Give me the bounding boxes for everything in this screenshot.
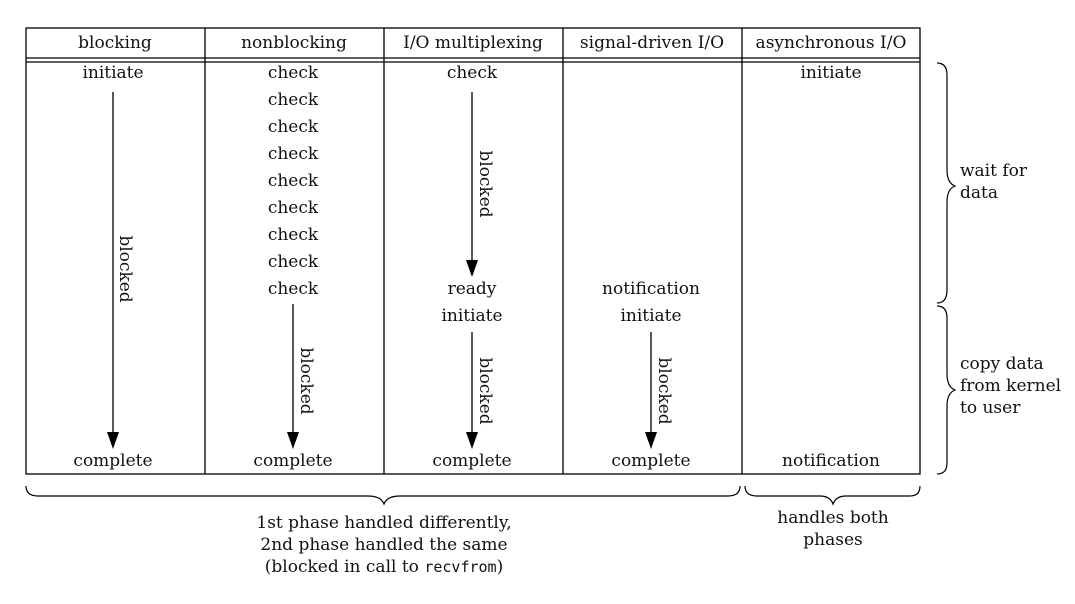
nonblocking-check: check [267, 279, 319, 299]
nonblocking-check: check [267, 198, 319, 218]
footer-caption-left: 1st phase handled differently, 2nd phase… [256, 512, 511, 578]
phase-label-copy-line: to user [960, 398, 1021, 418]
brace-wait [936, 62, 957, 304]
nonblocking-check: check [267, 171, 319, 191]
blocking-blocked-label: blocked [115, 232, 135, 306]
blocking-initiate: initiate [82, 63, 144, 83]
arrow-blocking [107, 92, 119, 449]
signal-notification: notification [602, 279, 700, 299]
nonblocking-check: check [267, 90, 319, 110]
arrow-nonblocking [287, 304, 299, 449]
column-header-multiplexing: I/O multiplexing [403, 33, 543, 53]
async-notification: notification [782, 451, 880, 471]
footer-paren-close: ) [496, 557, 504, 577]
footer-left-line: 2nd phase handled the same [260, 535, 508, 555]
signal-initiate: initiate [620, 306, 682, 326]
blocking-complete: complete [73, 451, 153, 471]
footer-caption-right: handles both phases [777, 507, 888, 551]
footer-paren-open: (blocked in call to [264, 557, 425, 577]
phase-label-copy-line: from kernel [960, 376, 1062, 396]
column-header-nonblocking: nonblocking [241, 33, 347, 53]
signal-complete: complete [611, 451, 691, 471]
multiplexing-check: check [446, 63, 498, 83]
footer-right-line: phases [803, 530, 863, 550]
footer-right-line: handles both [777, 508, 889, 528]
nonblocking-complete: complete [253, 451, 333, 471]
multiplexing-blocked-wait-label: blocked [475, 147, 495, 221]
brace-phase-right [744, 485, 921, 506]
arrow-multiplexing-copy [466, 332, 478, 449]
signal-blocked-label: blocked [654, 354, 674, 428]
column-header-signal-driven: signal-driven I/O [579, 33, 725, 53]
nonblocking-check: check [267, 117, 319, 137]
multiplexing-blocked-copy-label: blocked [475, 354, 495, 428]
footer-left-line-code: (blocked in call to recvfrom) [256, 556, 511, 578]
nonblocking-check: check [267, 144, 319, 164]
async-initiate: initiate [800, 63, 862, 83]
nonblocking-blocked-label: blocked [296, 344, 316, 418]
phase-label-wait-line: wait for [960, 161, 1028, 181]
multiplexing-complete: complete [432, 451, 512, 471]
arrow-signal [645, 332, 657, 449]
phase-label-wait-line: data [960, 183, 998, 203]
phase-label-copy: copy data from kernel to user [960, 353, 1061, 419]
brace-copy [936, 305, 957, 475]
nonblocking-check: check [267, 63, 319, 83]
multiplexing-initiate: initiate [441, 306, 503, 326]
footer-code-recvfrom: recvfrom [424, 558, 497, 576]
nonblocking-check: check [267, 225, 319, 245]
column-header-asynchronous: asynchronous I/O [755, 33, 907, 53]
phase-label-copy-line: copy data [960, 354, 1044, 374]
multiplexing-ready: ready [447, 279, 497, 299]
phase-label-wait: wait for data [960, 160, 1027, 204]
column-header-blocking: blocking [78, 33, 152, 53]
brace-phase-left [25, 485, 741, 506]
table-border [25, 27, 921, 475]
footer-left-line: 1st phase handled differently, [256, 513, 512, 533]
arrow-multiplexing-wait [466, 92, 478, 277]
nonblocking-check: check [267, 252, 319, 272]
